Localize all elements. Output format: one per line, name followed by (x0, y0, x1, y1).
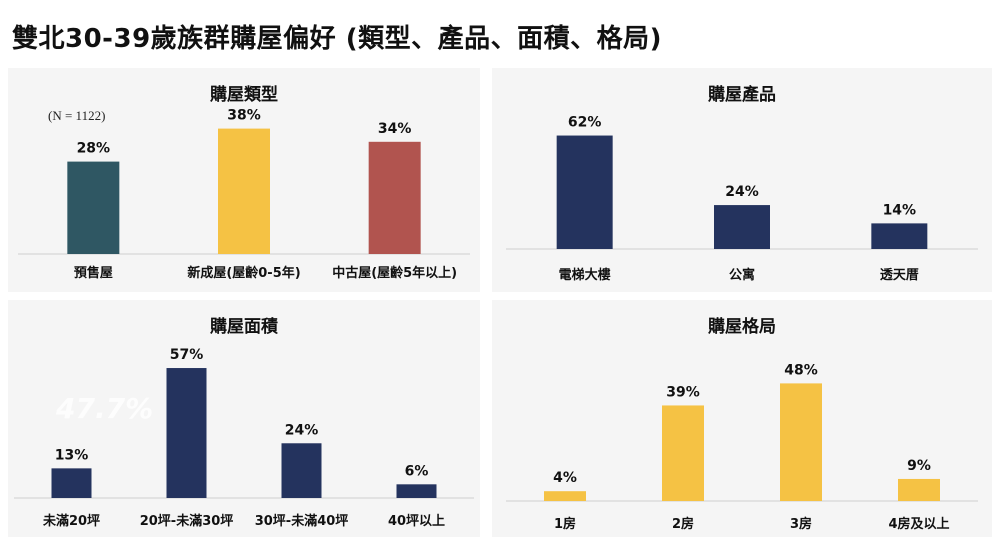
bar-value-label: 39% (666, 384, 700, 400)
watermark-text: 47.7% (56, 392, 154, 425)
category-label: 未滿20坪 (42, 513, 100, 529)
category-label: 電梯大樓 (559, 267, 611, 283)
category-label: 1房 (554, 516, 576, 532)
bar (780, 383, 822, 501)
bar (871, 223, 928, 249)
category-label: 透天厝 (880, 268, 919, 283)
chart-panel-layout: 4% 1房 39% 2房 48% 3房 9% 4房及以上 購屋格局 (492, 300, 992, 537)
bar-value-label: 24% (285, 422, 319, 438)
bar (714, 205, 770, 249)
sample-size-note: (N = 1122) (48, 108, 106, 123)
bar (556, 135, 613, 249)
category-label: 中古屋(屋齡5年以上) (332, 265, 457, 281)
bar (67, 161, 120, 254)
bar-value-label: 14% (883, 202, 917, 218)
bar (898, 478, 940, 501)
category-label: 30坪-未滿40坪 (255, 513, 349, 529)
bar-value-label: 9% (907, 458, 931, 474)
chart-svg: 4% 1房 39% 2房 48% 3房 9% 4房及以上 (506, 362, 978, 532)
category-label: 3房 (790, 516, 812, 532)
chart-panel-product: 62% 電梯大樓 24% 公寓 14% 透天厝 購屋產品 (492, 68, 992, 292)
bar-value-label: 6% (405, 463, 429, 479)
bar (281, 443, 322, 498)
category-label: 預售屋 (74, 265, 113, 281)
category-label: 2房 (672, 516, 694, 532)
chart-panel-purchase-type: 28% 預售屋 38% 新成屋(屋齡0-5年) 34% 中古屋(屋齡5年以上) 購屋類型 … (8, 68, 480, 292)
bar-value-label: 48% (784, 362, 818, 378)
bar-value-label: 57% (170, 347, 204, 363)
bar-value-label: 4% (553, 470, 577, 486)
bar (51, 468, 92, 498)
page-title: 雙北30-39歲族群購屋偏好 (類型、產品、面積、格局) (12, 24, 662, 54)
bar-value-label: 13% (55, 447, 89, 463)
bar (368, 141, 421, 254)
chart-svg: 62% 電梯大樓 24% 公寓 14% 透天厝 (506, 115, 978, 283)
category-label: 新成屋(屋齡0-5年) (187, 265, 300, 281)
chart-panel-area: 47.7% 13% 未滿20坪 57% 20坪-未滿30坪 24% 30坪-未滿40坪 6%… (8, 300, 480, 537)
bar (218, 128, 270, 254)
bar (662, 405, 704, 501)
bar-value-label: 38% (227, 108, 261, 124)
chart-title: 購屋產品 (708, 85, 776, 105)
category-label: 4房及以上 (888, 516, 949, 532)
bar-value-label: 62% (568, 115, 602, 131)
chart-svg: 13% 未滿20坪 57% 20坪-未滿30坪 24% 30坪-未滿40坪 6% 40坪以上 (14, 347, 474, 529)
bar (166, 368, 207, 498)
category-label: 20坪-未滿30坪 (140, 513, 234, 529)
chart-title: 購屋類型 (210, 85, 278, 105)
bar-value-label: 34% (378, 121, 412, 137)
category-label: 公寓 (729, 267, 755, 283)
bar (396, 484, 437, 498)
chart-svg: 28% 預售屋 38% 新成屋(屋齡0-5年) 34% 中古屋(屋齡5年以上) (18, 108, 470, 281)
bar (544, 491, 586, 501)
category-label: 40坪以上 (388, 514, 445, 529)
chart-title: 購屋面積 (210, 317, 278, 337)
bar-value-label: 24% (725, 184, 759, 200)
chart-title: 購屋格局 (708, 317, 776, 337)
bar-value-label: 28% (77, 141, 111, 157)
